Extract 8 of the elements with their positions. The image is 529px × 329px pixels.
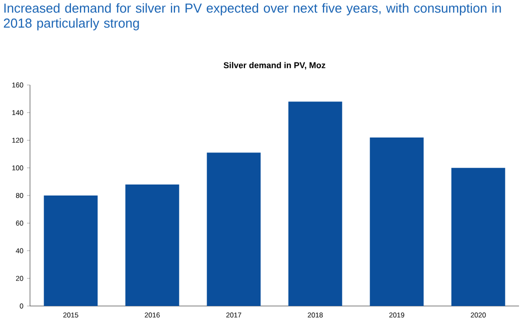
chart-title: Increased demand for silver in PV expected over next five years, with consumption in 2018 particularly strong xyxy=(4,3,501,30)
bar xyxy=(125,184,180,306)
bar xyxy=(288,102,342,306)
bar xyxy=(206,152,261,306)
bar xyxy=(451,168,506,306)
bar xyxy=(370,137,424,306)
bar xyxy=(44,196,98,306)
chart-subtitle: Silver demand in PV, Moz xyxy=(224,62,326,70)
